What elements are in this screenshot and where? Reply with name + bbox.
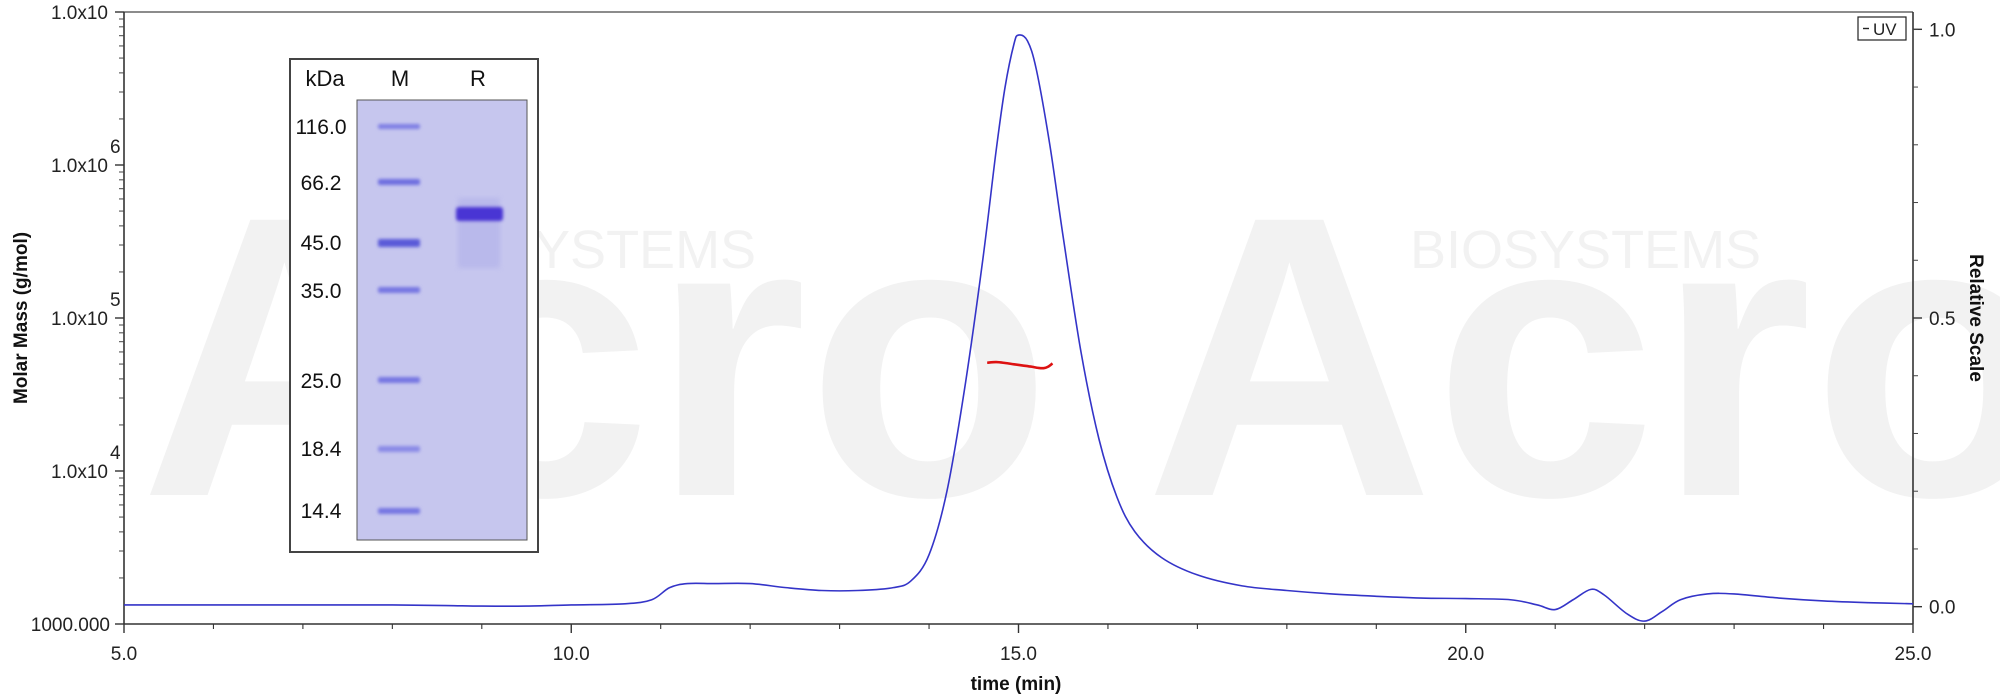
x-tick-label: 15.0	[1000, 644, 1037, 665]
y-left-tick-label: 1.0x10	[51, 156, 108, 177]
gel-marker-label-18: 18.4	[301, 438, 342, 461]
y-left-tick-label: 1.0x10	[51, 3, 108, 24]
gel-header-r: R	[470, 66, 486, 91]
series-line-molar-mass	[987, 360, 1054, 370]
y-left-tick-label: 1.0x10	[51, 462, 108, 483]
x-tick-label: 25.0	[1895, 644, 1932, 665]
y-left-tick-exponent: 5	[110, 290, 121, 311]
legend-box	[1857, 16, 1907, 41]
gel-sample-band	[456, 207, 503, 221]
x-tick-label: 20.0	[1447, 644, 1484, 665]
y-left-tick-label: 1.0x10	[51, 309, 108, 330]
gel-header-m: M	[391, 66, 409, 91]
x-axis-ticks: 5.0 10.0 15.0 20.0 25.0	[111, 624, 1932, 665]
gel-marker-band-35	[378, 287, 420, 293]
gel-marker-band-116	[378, 124, 420, 129]
watermark-biosystems-right: BIOSYSTEMS	[1410, 220, 1761, 280]
gel-marker-band-45	[378, 239, 420, 247]
x-tick-label: 5.0	[111, 644, 137, 665]
y-left-tick-exponent: 4	[110, 443, 121, 464]
y-left-tick-exponent: 6	[110, 137, 121, 158]
y-right-tick-label: 0.0	[1929, 598, 1955, 619]
y-left-tick-exponent: 7	[110, 0, 121, 5]
y-right-tick-label: 1.0	[1929, 20, 1955, 41]
gel-marker-label-14: 14.4	[301, 500, 342, 523]
left-axis-title: Molar Mass (g/mol)	[11, 232, 32, 404]
gel-lane-area	[356, 99, 528, 541]
x-tick-label: 10.0	[553, 644, 590, 665]
gel-marker-band-18	[378, 446, 420, 452]
watermark-acro-right: Acro	[1145, 133, 2000, 580]
gel-marker-band-66	[378, 179, 420, 185]
right-axis-title: Relative Scale	[1965, 254, 1986, 382]
right-axis-ticks: 0.0 0.5 1.0	[1913, 20, 1955, 619]
legend-label-uv: UV	[1873, 20, 1897, 39]
gel-marker-label-45: 45.0	[301, 232, 342, 255]
legend: UV	[1857, 16, 1907, 41]
gel-header-kda: kDa	[305, 66, 345, 91]
gel-marker-label-66: 66.2	[301, 172, 342, 195]
gel-marker-band-25	[378, 377, 420, 383]
y-right-tick-label: 0.5	[1929, 309, 1955, 330]
gel-marker-label-35: 35.0	[301, 280, 342, 303]
y-left-tick-label: 1000.000	[31, 615, 110, 636]
x-axis-title: time (min)	[971, 674, 1062, 695]
watermark: Acro Acro BIOSYSTEMS BIOSYSTEMS	[140, 133, 2000, 580]
gel-marker-band-14	[378, 508, 420, 514]
series-line-uv	[124, 34, 1914, 622]
inset-gel-image: kDa M R 116.0 66.2 45.0 35.0 25.0 18.4 1…	[289, 58, 539, 553]
watermark-acro-left: Acro	[140, 133, 1051, 580]
gel-marker-label-25: 25.0	[301, 370, 342, 393]
gel-marker-label-116: 116.0	[296, 116, 347, 139]
